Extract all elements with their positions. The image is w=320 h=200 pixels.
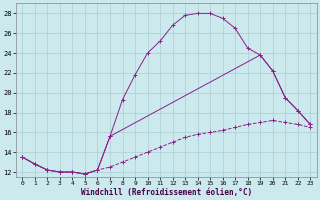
X-axis label: Windchill (Refroidissement éolien,°C): Windchill (Refroidissement éolien,°C) — [81, 188, 252, 197]
